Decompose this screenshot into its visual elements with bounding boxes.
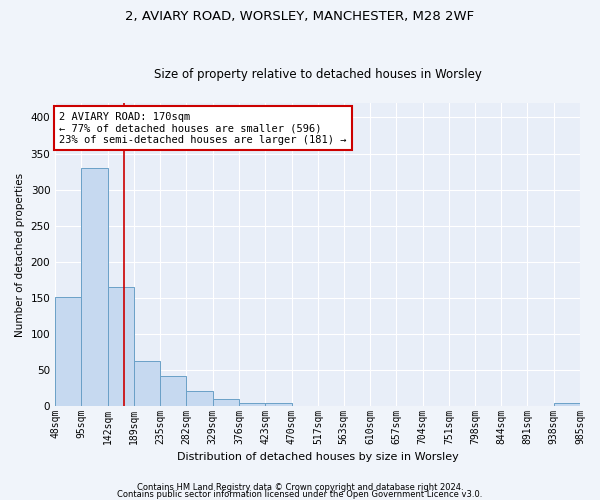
- Bar: [160, 376, 186, 406]
- Bar: [108, 287, 134, 406]
- Bar: [55, 297, 82, 406]
- X-axis label: Distribution of detached houses by size in Worsley: Distribution of detached houses by size …: [177, 452, 458, 462]
- Bar: [265, 402, 292, 406]
- Bar: [554, 402, 580, 406]
- Bar: [239, 402, 265, 406]
- Bar: [134, 362, 160, 406]
- Bar: [212, 399, 239, 406]
- Text: 2 AVIARY ROAD: 170sqm
← 77% of detached houses are smaller (596)
23% of semi-det: 2 AVIARY ROAD: 170sqm ← 77% of detached …: [59, 112, 347, 145]
- Y-axis label: Number of detached properties: Number of detached properties: [15, 172, 25, 336]
- Text: Contains public sector information licensed under the Open Government Licence v3: Contains public sector information licen…: [118, 490, 482, 499]
- Bar: [186, 391, 212, 406]
- Text: 2, AVIARY ROAD, WORSLEY, MANCHESTER, M28 2WF: 2, AVIARY ROAD, WORSLEY, MANCHESTER, M28…: [125, 10, 475, 23]
- Bar: [82, 168, 108, 406]
- Text: Contains HM Land Registry data © Crown copyright and database right 2024.: Contains HM Land Registry data © Crown c…: [137, 484, 463, 492]
- Title: Size of property relative to detached houses in Worsley: Size of property relative to detached ho…: [154, 68, 482, 81]
